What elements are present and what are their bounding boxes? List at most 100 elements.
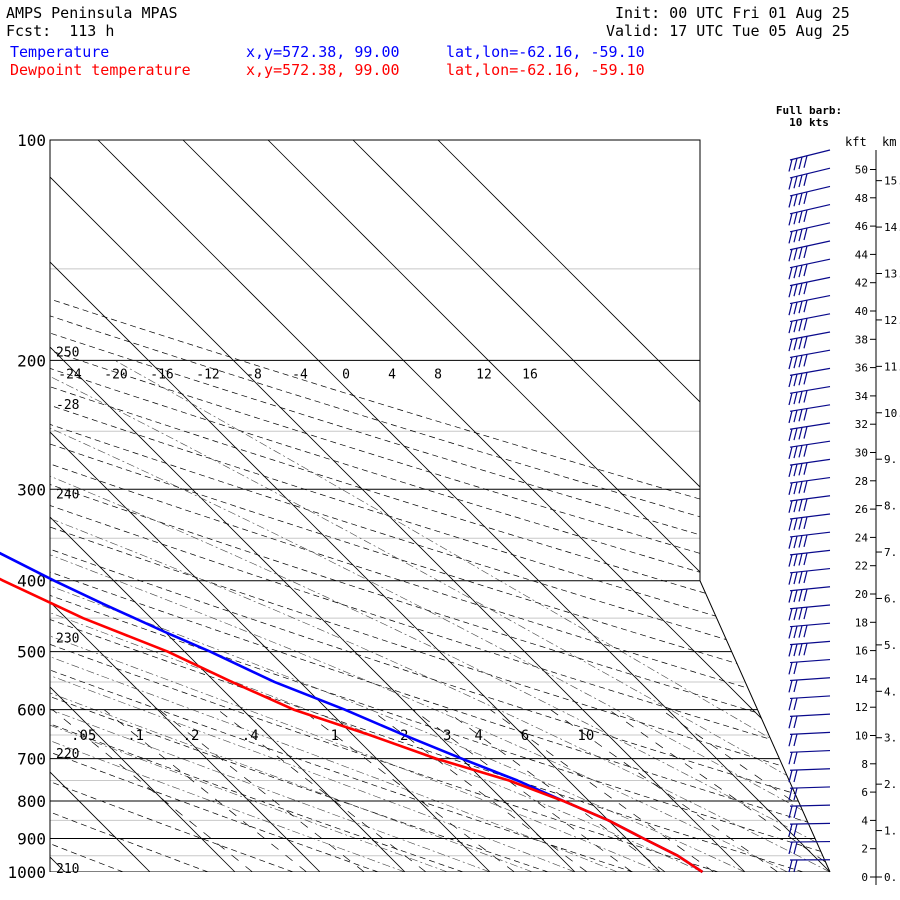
dry-adiabat-line <box>50 140 464 872</box>
wind-barb-stroke <box>803 336 808 349</box>
left-theta-label: 220 <box>56 747 79 762</box>
mixing-ratio-line <box>489 709 714 872</box>
wind-barb-stroke <box>793 266 798 279</box>
pressure-tick-label: 200 <box>17 351 46 370</box>
wind-barb-stroke <box>798 283 803 296</box>
km-tick-label: 9. <box>884 453 897 466</box>
kft-tick-label: 6 <box>861 786 868 799</box>
kft-tick-label: 46 <box>855 220 868 233</box>
wind-barb-stroke <box>793 194 798 207</box>
kft-tick-label: 18 <box>855 616 868 629</box>
wind-barb-stroke <box>788 321 793 334</box>
wind-barb-stroke <box>789 549 831 556</box>
left-theta-label: 230 <box>56 632 79 647</box>
wind-barb-stroke <box>789 204 831 215</box>
km-axis-title: km <box>882 135 896 149</box>
wind-barb-stroke <box>788 267 793 280</box>
row200-label: 16 <box>522 367 538 382</box>
kft-tick-label: 40 <box>855 305 868 318</box>
barb-title-line1: Full barb: <box>776 104 842 117</box>
wind-barb-stroke <box>789 513 831 520</box>
wind-barb-stroke <box>803 606 808 620</box>
wind-barb-stroke <box>803 390 808 403</box>
wind-barb-stroke <box>789 495 831 502</box>
km-tick-label: 15. <box>884 175 900 188</box>
wind-barb-stroke <box>793 356 798 369</box>
wind-barb-stroke <box>788 392 793 406</box>
isotherm-line <box>50 140 321 872</box>
wind-barb-stroke <box>793 841 798 855</box>
isotherm-line <box>50 140 406 872</box>
forecast-hour: Fcst: 113 h <box>6 22 115 40</box>
wind-barb-stroke <box>803 191 808 205</box>
wind-barb-stroke <box>789 768 831 771</box>
wind-barb-stroke <box>798 228 803 242</box>
wind-barb-stroke <box>793 571 798 585</box>
wind-barb-stroke <box>789 222 831 233</box>
wind-barb-stroke <box>803 444 808 457</box>
wind-barb-stroke <box>788 572 793 585</box>
wind-barb-stroke <box>803 354 808 367</box>
wind-barb-stroke <box>789 258 831 269</box>
wind-barb-stroke <box>798 499 803 512</box>
wind-barb-stroke <box>788 841 793 855</box>
wind-barb-stroke <box>793 248 798 261</box>
isotherm-line <box>97 140 830 872</box>
dry-adiabat-line <box>50 140 719 872</box>
pressure-tick-label: 600 <box>17 701 46 720</box>
km-tick-label: 7. <box>884 546 897 559</box>
kft-tick-label: 10 <box>855 730 868 743</box>
wind-barb-stroke <box>803 263 808 277</box>
kft-tick-label: 30 <box>855 447 868 460</box>
wind-barb-stroke <box>788 680 793 693</box>
wind-barb-stroke <box>798 174 803 188</box>
wind-barb-stroke <box>789 604 831 610</box>
legend-temperature-latlon: lat,lon=-62.16, -59.10 <box>446 43 645 61</box>
kft-tick-label: 36 <box>855 362 868 375</box>
wind-barb-stroke <box>789 622 831 628</box>
wind-barb-stroke <box>789 476 831 484</box>
kft-tick-label: 32 <box>855 418 868 431</box>
mixing-ratio-line <box>370 709 588 872</box>
left-theta-label: -28 <box>56 398 79 413</box>
wind-barb-stroke <box>789 804 831 807</box>
mixing-ratio-label: .1 <box>127 728 144 744</box>
km-tick-label: 0. <box>884 871 897 884</box>
wind-barb-stroke <box>793 445 798 459</box>
wind-barb-stroke <box>803 516 808 529</box>
wind-barb-stroke <box>793 823 798 837</box>
wind-barb-stroke <box>803 155 808 168</box>
row200-label: -20 <box>104 367 127 382</box>
wind-barb-stroke <box>793 859 798 873</box>
wind-barbs <box>788 149 831 873</box>
wind-barb-stroke <box>788 159 793 172</box>
kft-tick-label: 44 <box>855 248 869 261</box>
row200-label: -8 <box>246 367 262 382</box>
legend-dewpoint-name: Dewpoint temperature <box>10 61 191 79</box>
wind-barb-stroke <box>798 607 803 620</box>
wind-barb-stroke <box>789 385 831 394</box>
pressure-tick-label: 700 <box>17 750 46 769</box>
left-theta-label: 240 <box>56 488 79 503</box>
dry-adiabat-line <box>50 140 830 872</box>
wind-barb-stroke <box>793 535 798 549</box>
wind-barb-stroke <box>803 552 808 566</box>
km-tick-label: 5. <box>884 639 897 652</box>
wind-barb-stroke <box>793 230 798 243</box>
km-tick-label: 4. <box>884 685 897 698</box>
wind-barb-stroke <box>803 372 808 385</box>
mixing-ratio-label: .05 <box>71 728 96 744</box>
wind-barb-stroke <box>789 440 831 448</box>
row200-label: -16 <box>150 367 173 382</box>
wind-barb-stroke <box>803 209 808 223</box>
wind-barb-stroke <box>788 590 793 603</box>
wind-barb-stroke <box>798 535 803 548</box>
legend-dewpoint-xy: x,y=572.38, 99.00 <box>246 61 400 79</box>
row200-label: 4 <box>388 367 396 382</box>
wind-barb-stroke <box>789 404 831 412</box>
wind-barb-stroke <box>798 409 803 422</box>
wind-barb-stroke <box>798 373 803 386</box>
wind-barb-stroke <box>789 149 831 161</box>
kft-tick-label: 14 <box>855 673 869 686</box>
wind-barb-stroke <box>789 586 831 592</box>
